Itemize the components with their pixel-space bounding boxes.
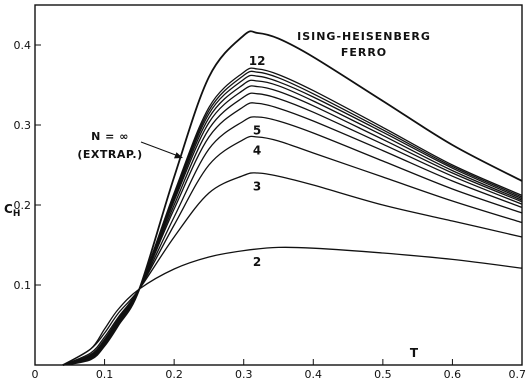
curve-n-5	[62, 116, 523, 366]
chart-subtitle: FERRO	[341, 46, 387, 59]
curve-n-7	[62, 92, 523, 366]
curve-n-4	[62, 135, 523, 366]
y-tick-label: 0.3	[14, 119, 32, 132]
curve-label-4: 4	[253, 144, 261, 158]
x-tick-label: 0.3	[235, 368, 253, 381]
y-tick-label: 0.1	[14, 279, 32, 292]
curve-n-9	[62, 79, 523, 366]
x-tick-label: 0.7	[509, 368, 527, 381]
curve-label-2: 2	[253, 255, 261, 269]
curve-label-3: 3	[253, 180, 261, 194]
axis-ticks	[34, 44, 523, 365]
x-tick-label: 0.5	[374, 368, 392, 381]
extrap-annotation-line1: N = ∞	[91, 130, 129, 143]
plot-frame	[34, 4, 523, 366]
chart-curve-labels: 2 3 4 5 12	[249, 54, 266, 269]
curve-n-11	[62, 70, 523, 366]
curve-n-2	[62, 246, 523, 366]
x-tick-label: 0	[32, 368, 39, 381]
curve-n-8	[62, 85, 523, 366]
x-tick-label: 0.1	[96, 368, 114, 381]
y-tick-label: 0.2	[14, 199, 32, 212]
curve-n-3	[62, 172, 523, 366]
chart-curves	[62, 30, 523, 366]
x-tick-label: 0.2	[165, 368, 183, 381]
curve-n-6	[62, 102, 523, 366]
extrap-annotation-line2: (EXTRAP.)	[77, 148, 142, 161]
y-axis-label-main: C	[4, 202, 13, 216]
extrap-annotation-arrowhead	[174, 152, 183, 159]
y-tick-label: 0.4	[14, 39, 32, 52]
curve-label-5: 5	[253, 124, 261, 138]
curve-label-12: 12	[249, 54, 266, 68]
y-axis-label-subscript: H	[13, 209, 21, 219]
extrap-annotation-arrow	[140, 141, 182, 158]
axis-tick-labels: 0 0.1 0.2 0.3 0.4 0.5 0.6 0.7 0.1 0.2 0.3 0.4	[14, 39, 527, 381]
curve-extrapolated	[62, 30, 523, 366]
x-axis-label: T	[410, 346, 419, 360]
x-tick-label: 0.4	[305, 368, 323, 381]
chart-title: ISING-HEISENBERG	[297, 30, 431, 43]
x-tick-label: 0.6	[444, 368, 462, 381]
y-axis-label: CH	[4, 202, 20, 219]
curve-n-10	[62, 74, 523, 366]
